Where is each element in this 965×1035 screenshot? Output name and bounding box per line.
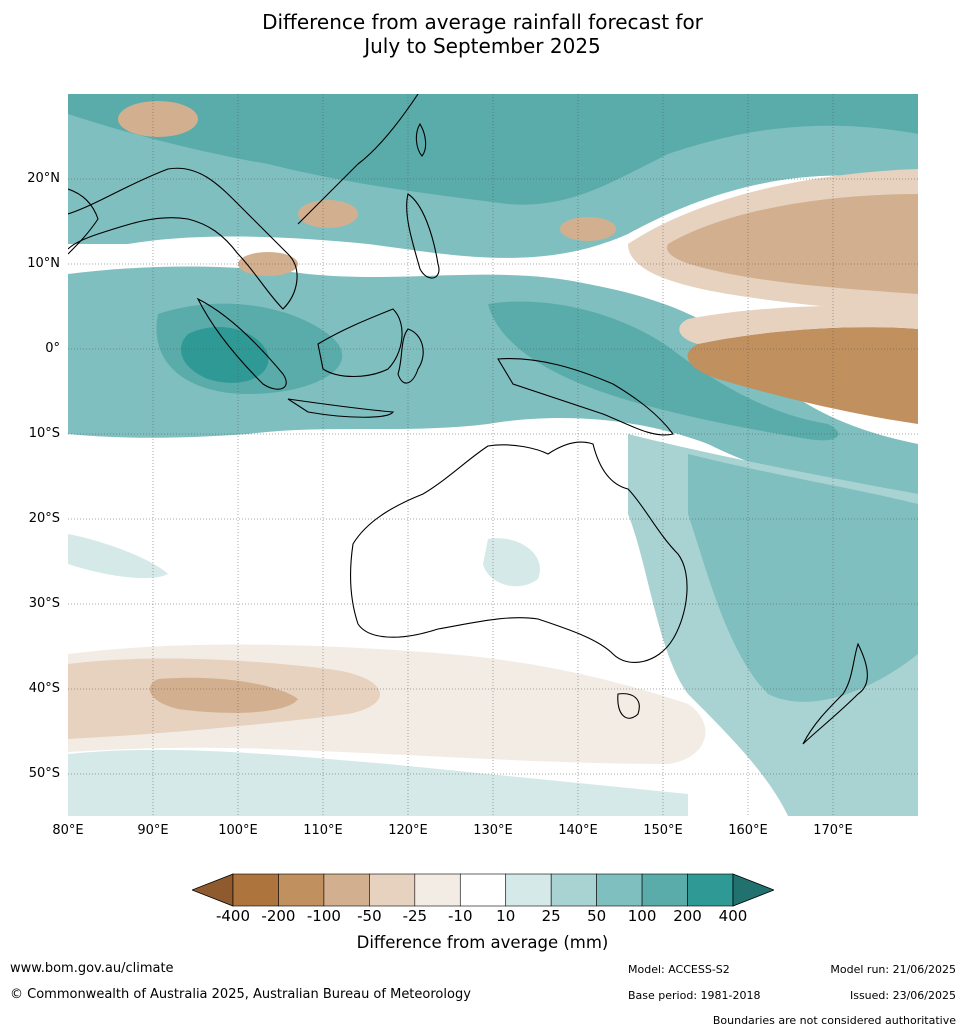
lat-label-50s: 50°S [28, 766, 60, 781]
colorbar-tick-label: -400 [215, 907, 251, 925]
teal-band-north-dark [68, 94, 918, 205]
colorbar-tick-label: 200 [673, 907, 702, 925]
lon-label-110e: 110°E [303, 823, 343, 838]
colorbar-extend-high [732, 873, 776, 907]
colorbar-segment [232, 873, 279, 907]
map-svg [68, 94, 918, 816]
coastline-sulawesi [397, 328, 424, 384]
coastline-philippines [406, 193, 440, 279]
model-run-date: Model run: 21/06/2025 [830, 963, 956, 976]
brown-equatorial-pacific-light [679, 306, 918, 344]
colorbar-segment [278, 873, 325, 907]
rainfall-map [68, 94, 918, 816]
coastline-asia-mainland [68, 94, 419, 310]
colorbar-segment [459, 873, 507, 907]
coastline-borneo [317, 308, 403, 377]
legend-title: Difference from average (mm) [356, 933, 609, 952]
colorbar-segment [505, 873, 552, 907]
coastline-india [68, 188, 99, 255]
colorbar-segment [596, 873, 643, 907]
title-line-1: Difference from average rainfall forecas… [262, 10, 703, 34]
colorbar-tick-label: 400 [718, 907, 748, 925]
brown-southern-band-core [149, 677, 298, 713]
issued-date: Issued: 23/06/2025 [849, 989, 956, 1002]
lat-label-40s: 40°S [28, 681, 60, 696]
lat-label-10s: 10°S [28, 426, 60, 441]
model-name: Model: ACCESS-S2 [628, 963, 730, 976]
brown-patch-indochina [238, 252, 298, 276]
colorbar-tick-label: -25 [402, 907, 428, 925]
brown-patch-south-china [298, 200, 358, 228]
lon-label-80e: 80°E [52, 823, 84, 838]
brown-patch-himalaya [118, 101, 198, 137]
colorbar-tick-label: 50 [587, 907, 607, 925]
copyright-notice: © Commonwealth of Australia 2025, Austra… [10, 987, 471, 1002]
boundaries-disclaimer: Boundaries are not considered authoritat… [712, 1014, 956, 1027]
teal-australia-interior [483, 538, 540, 587]
lon-label-160e: 160°E [728, 823, 768, 838]
colorbar-segment [414, 873, 461, 907]
lon-label-90e: 90°E [137, 823, 169, 838]
colorbar-tick-label: -100 [306, 907, 341, 925]
website-link[interactable]: www.bom.gov.au/climate [10, 961, 174, 976]
colorbar-segment [323, 873, 370, 907]
coastline-new-zealand [802, 642, 868, 745]
lat-label-20s: 20°S [28, 511, 60, 526]
title-line-2: July to September 2025 [364, 34, 601, 58]
coastline-taiwan [415, 122, 427, 157]
colorbar-tick-label: 100 [627, 907, 657, 925]
brown-patch-philippines [560, 217, 616, 241]
lon-label-130e: 130°E [473, 823, 513, 838]
colorbar-extend-low [190, 873, 234, 907]
colorbar-segment [687, 873, 734, 907]
colorbar-tick-label: -200 [261, 907, 296, 925]
lon-label-170e: 170°E [813, 823, 853, 838]
lon-label-120e: 120°E [388, 823, 428, 838]
teal-australia-west [68, 534, 168, 579]
teal-indian-ocean-core [180, 326, 269, 383]
coastline-sumatra [196, 297, 287, 390]
brown-pacific-mid [667, 194, 918, 294]
teal-southern-ocean [68, 749, 688, 816]
coastline-tasmania [617, 693, 640, 719]
colorbar-tick-label: -10 [448, 907, 473, 925]
brown-equatorial-pacific [687, 327, 918, 424]
colorbar-svg [190, 873, 776, 907]
colorbar-segment [550, 873, 597, 907]
lon-label-140e: 140°E [558, 823, 598, 838]
coastlines [68, 94, 868, 745]
colorbar-tick-label: 25 [541, 907, 561, 925]
colorbar-segment [641, 873, 688, 907]
colorbar-segment [369, 873, 416, 907]
colorbar [190, 873, 776, 907]
coastline-australia [350, 441, 688, 663]
coastline-new-guinea [497, 358, 674, 436]
lat-label-30s: 30°S [28, 596, 60, 611]
lat-label-0: 0° [45, 341, 60, 356]
lat-label-20n: 20°N [27, 171, 60, 186]
coastline-java [287, 398, 395, 418]
colorbar-tick-label: -50 [357, 907, 382, 925]
lat-label-10n: 10°N [27, 256, 60, 271]
base-period: Base period: 1981-2018 [628, 989, 761, 1002]
map-title: Difference from average rainfall forecas… [0, 10, 965, 58]
lon-label-150e: 150°E [643, 823, 683, 838]
teal-tasman-mid [688, 454, 918, 702]
lon-label-100e: 100°E [218, 823, 258, 838]
colorbar-tick-label: 10 [496, 907, 516, 925]
